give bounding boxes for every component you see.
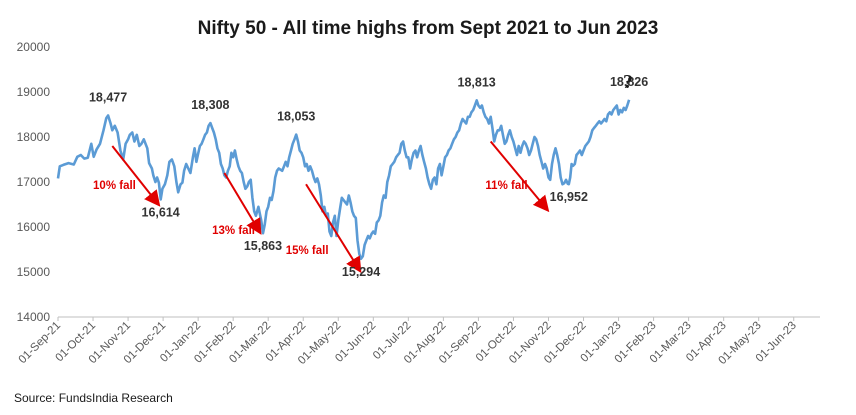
y-tick-label: 15000 (17, 265, 51, 279)
fall-arrows (111, 140, 550, 274)
fall-arrow (305, 183, 362, 274)
value-label: 18,813 (458, 75, 496, 89)
nifty-line (56, 99, 631, 261)
value-label: 16,952 (550, 190, 588, 204)
value-label: 18,053 (277, 110, 315, 124)
value-label: 16,614 (142, 205, 180, 219)
fall-arrow (223, 172, 262, 235)
y-axis-ticks: 14000 15000 16000 17000 18000 19000 20000 (17, 40, 51, 324)
y-tick-label: 17000 (17, 175, 51, 189)
value-label: 18,826 (610, 75, 648, 89)
y-tick-label: 19000 (17, 85, 51, 99)
fall-label: 10% fall (93, 180, 136, 192)
fall-label: 13% fall (212, 225, 255, 237)
y-tick-label: 16000 (17, 220, 51, 234)
value-label: 15,863 (244, 239, 282, 253)
fall-label: 15% fall (286, 245, 329, 257)
value-label: 18,308 (191, 98, 229, 112)
fall-arrow (111, 145, 161, 207)
source-note: Source: FundsIndia Research (14, 391, 173, 405)
chart-title: Nifty 50 - All time highs from Sept 2021… (197, 18, 659, 39)
x-axis-ticks: 01-Sep-2101-Oct-2101-Nov-2101-Dec-2101-J… (17, 317, 799, 367)
value-labels: 10% fall 13% fall 15% fall 11% fall 18,477 16… (89, 71, 648, 279)
question-mark: ? (623, 71, 633, 93)
y-tick-label: 14000 (17, 310, 51, 324)
fall-label: 11% fall (485, 180, 527, 192)
value-label: 18,477 (89, 91, 127, 105)
fall-arrow (489, 140, 550, 213)
y-tick-label: 18000 (17, 130, 51, 144)
value-label: 15,294 (342, 265, 380, 279)
y-tick-label: 20000 (17, 40, 51, 54)
